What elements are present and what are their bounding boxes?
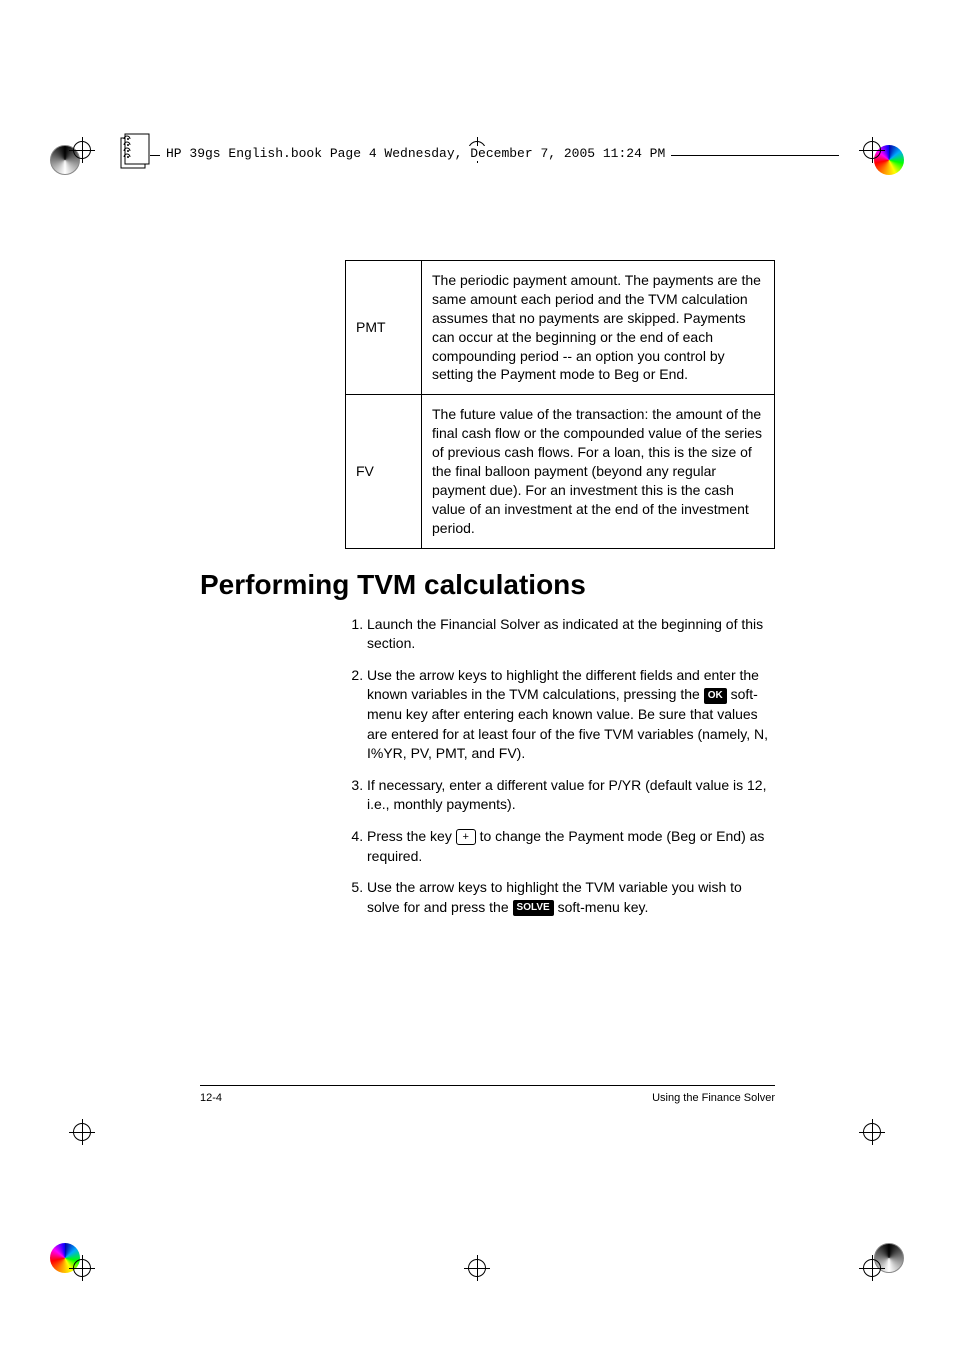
variable-key: FV: [346, 395, 422, 548]
crop-mark: [465, 1256, 489, 1280]
step-text: If necessary, enter a different value fo…: [367, 777, 766, 813]
ok-softkey-icon: OK: [704, 688, 727, 704]
step-text: Use the arrow keys to highlight the diff…: [367, 667, 759, 703]
binder-icon: [115, 128, 159, 177]
step-text: Launch the Financial Solver as indicated…: [367, 616, 763, 652]
list-item: Press the key + to change the Payment mo…: [367, 827, 777, 866]
steps-list: Launch the Financial Solver as indicated…: [345, 615, 777, 918]
running-header: HP 39gs English.book Page 4 Wednesday, D…: [160, 146, 671, 161]
crop-mark: [70, 138, 94, 162]
crop-mark: [70, 1256, 94, 1280]
list-item: Use the arrow keys to highlight the TVM …: [367, 878, 777, 917]
variable-key: PMT: [346, 261, 422, 395]
variables-table: PMT The periodic payment amount. The pay…: [345, 260, 775, 549]
footer-title: Using the Finance Solver: [200, 1092, 775, 1104]
page-body: PMT The periodic payment amount. The pay…: [200, 260, 775, 931]
table-row: FV The future value of the transaction: …: [346, 395, 775, 548]
variable-description: The future value of the transaction: the…: [422, 395, 775, 548]
footer-rule: [200, 1085, 775, 1086]
crop-mark: [860, 138, 884, 162]
step-text: Use the arrow keys to highlight the TVM …: [367, 879, 742, 915]
section-heading: Performing TVM calculations: [200, 569, 775, 601]
crop-mark: [860, 1120, 884, 1144]
table-row: PMT The periodic payment amount. The pay…: [346, 261, 775, 395]
list-item: Use the arrow keys to highlight the diff…: [367, 666, 777, 764]
variable-description: The periodic payment amount. The payment…: [422, 261, 775, 395]
step-text: soft-menu key.: [558, 899, 649, 915]
plus-key-icon: +: [456, 829, 476, 845]
crop-mark: [70, 1120, 94, 1144]
list-item: Launch the Financial Solver as indicated…: [367, 615, 777, 654]
list-item: If necessary, enter a different value fo…: [367, 776, 777, 815]
crop-mark: [860, 1256, 884, 1280]
step-text: Press the key: [367, 828, 456, 844]
solve-softkey-icon: SOLVE: [513, 900, 554, 916]
